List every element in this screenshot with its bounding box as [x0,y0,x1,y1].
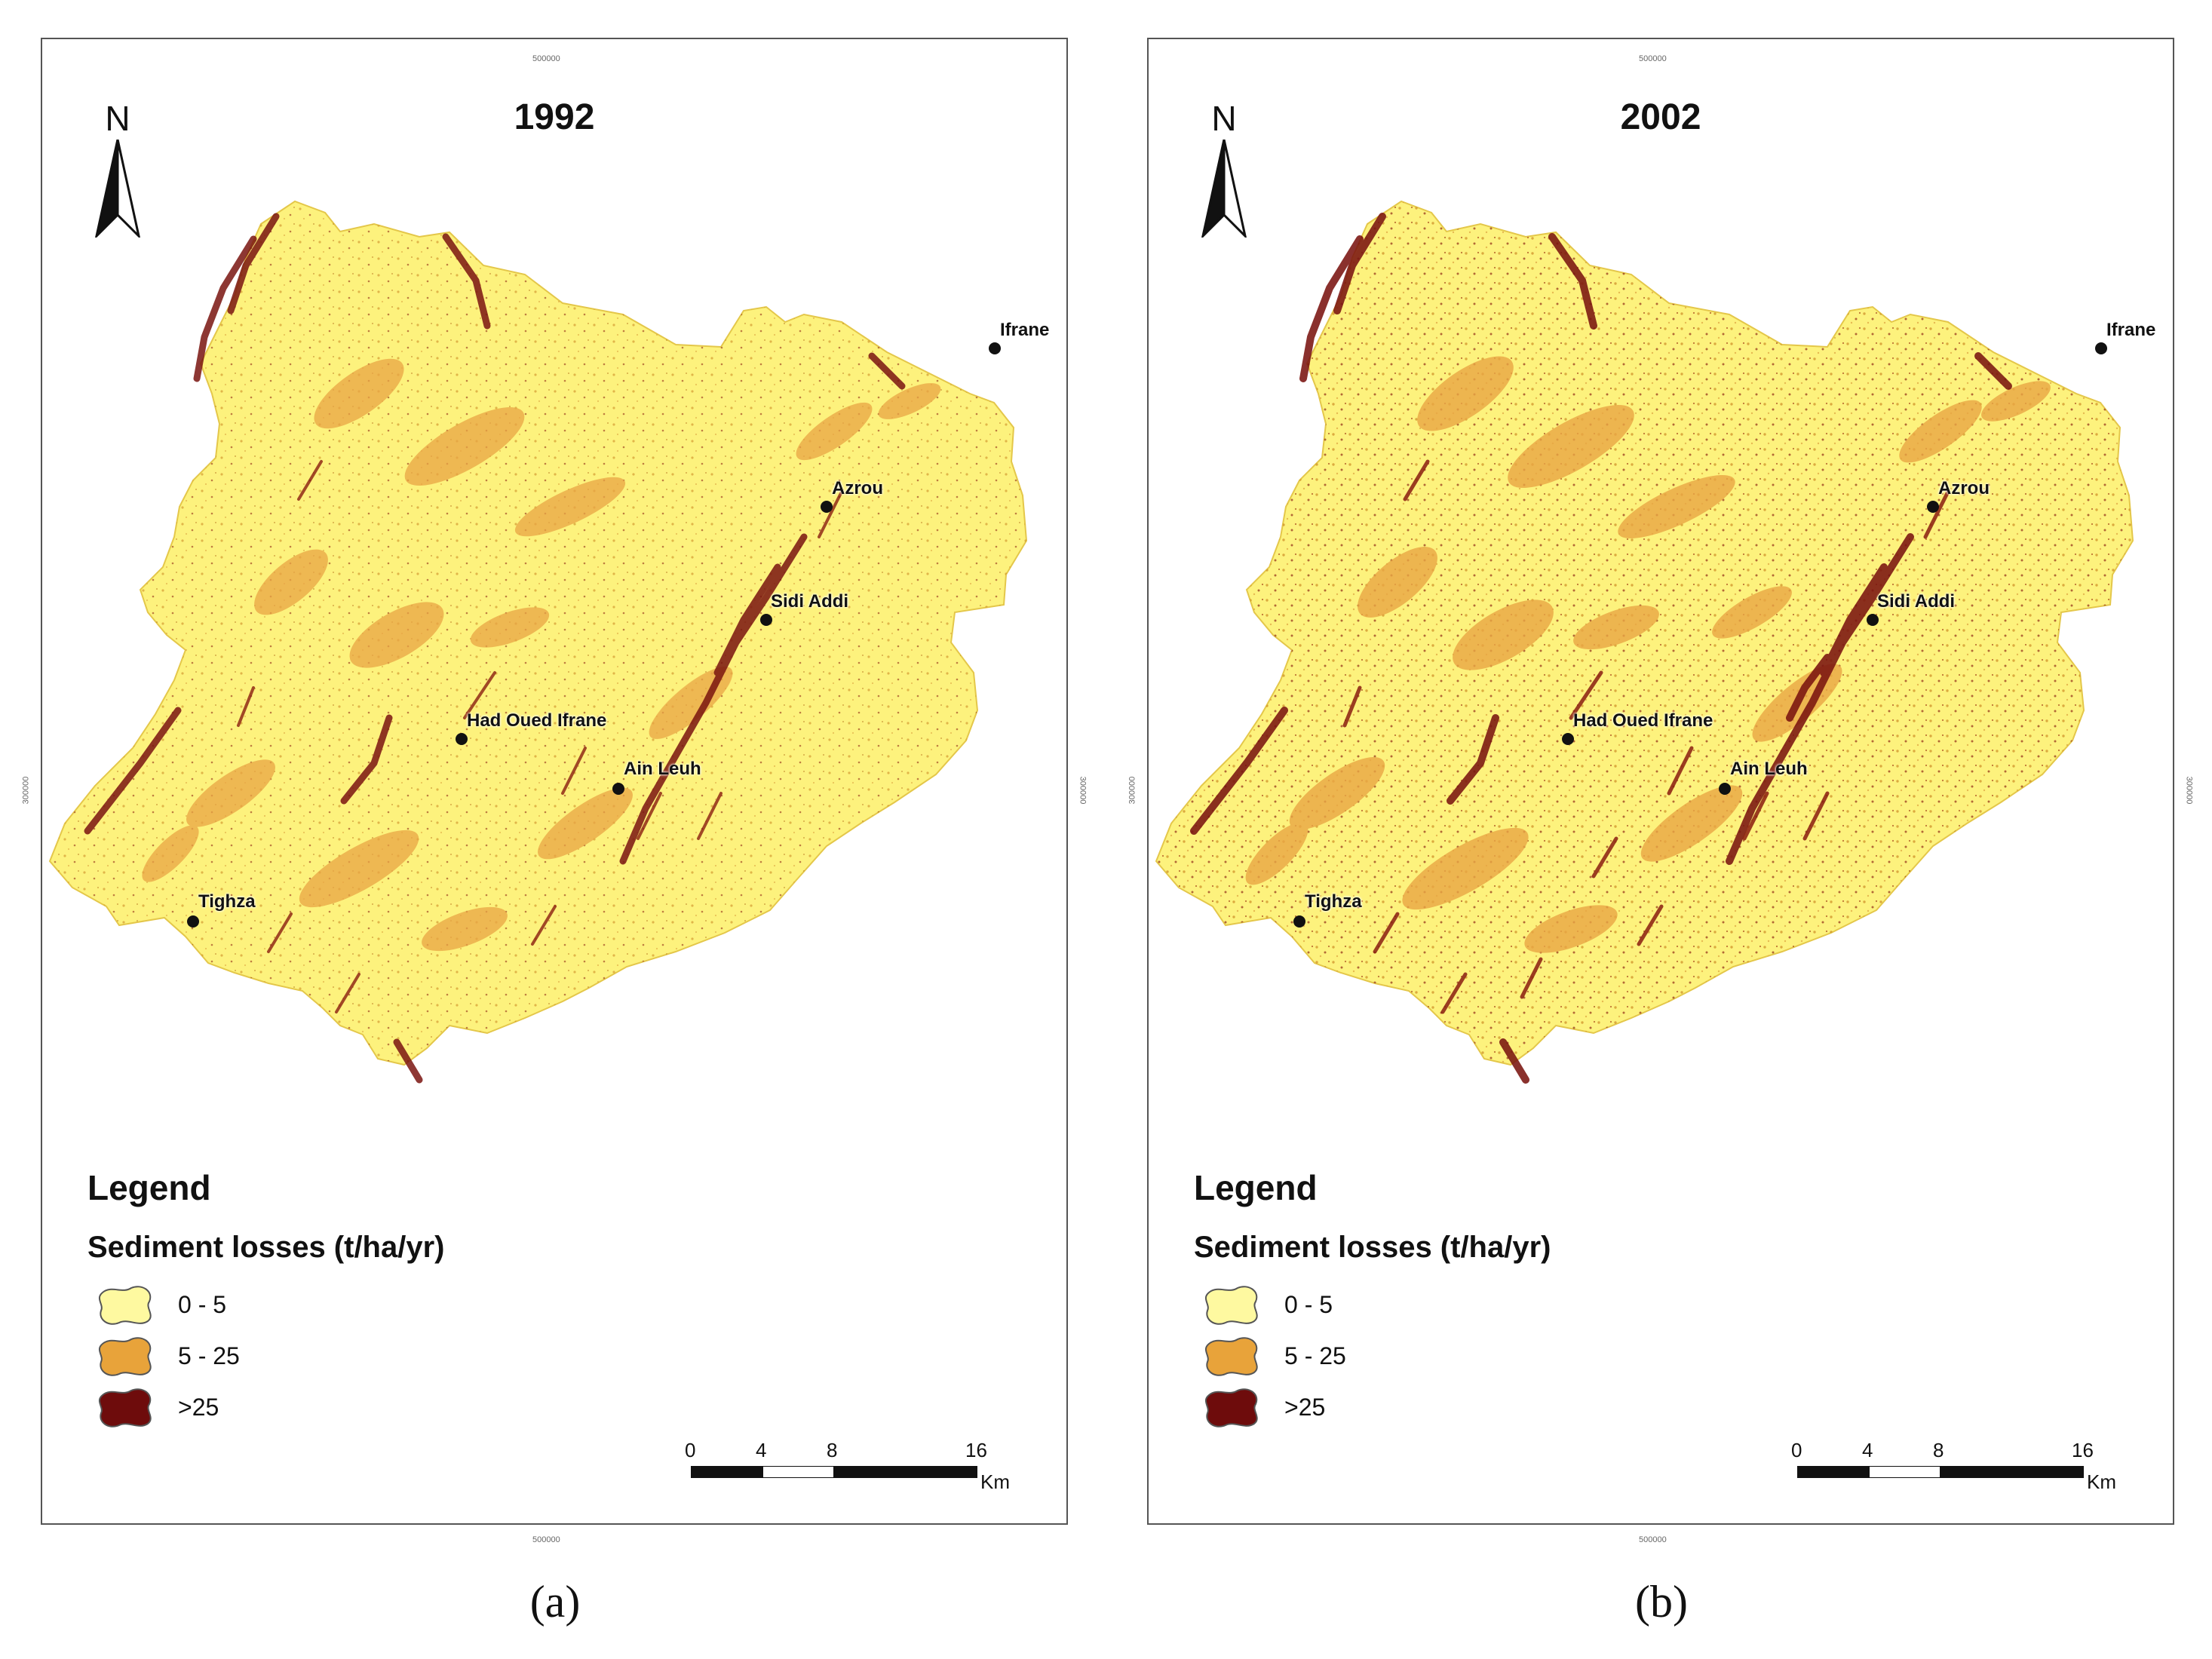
scale-tick-4: 4 [756,1439,767,1461]
city-markers [187,342,1001,928]
sediment-loss-map [1155,200,2134,1084]
city-markers [1293,342,2107,928]
coord-label-right: 300000 [1078,776,1088,805]
city-marker [760,614,772,626]
legend-swatch-high [1205,1388,1258,1427]
high-loss-zones [1190,213,2012,1084]
legend-heading: Legend [1194,1168,1318,1207]
city-marker [1719,783,1731,795]
scale-bar: 0 4 8 16 Km [685,1439,1010,1507]
legend-subtitle: Sediment losses (t/ha/yr) [1194,1231,1551,1264]
city-marker [2095,342,2107,354]
coord-label-bottom: 500000 [532,1535,560,1544]
scale-unit: Km [2087,1470,2116,1493]
scale-tick-4: 4 [1862,1439,1873,1461]
scale-tick-0: 0 [685,1439,696,1461]
legend-swatch-moderate [1205,1337,1258,1376]
map-frame: 500000 500000 300000 300000 2002 N [1127,38,2194,1544]
legend-label-moderate: 5 - 25 [178,1342,240,1369]
legend-swatch-low [99,1286,152,1325]
city-label-had-oued-ifrane: Had Oued Ifrane [1573,710,1713,731]
city-marker [989,342,1001,354]
north-label: N [105,99,130,138]
map-frame: 500000 500000 300000 300000 1992 N [21,38,1088,1544]
scale-bar: 0 4 8 16 Km [1791,1439,2116,1507]
north-label: N [1211,99,1237,138]
legend-swatch-high [99,1388,152,1427]
legend-label-low: 0 - 5 [1284,1291,1333,1318]
legend-swatch-moderate [99,1337,152,1376]
scale-bar-segments [1797,1466,2084,1478]
scale-tick-0: 0 [1791,1439,1802,1461]
legend-label-moderate: 5 - 25 [1284,1342,1346,1369]
city-marker [1867,614,1879,626]
city-label-ifrane: Ifrane [1000,320,1050,340]
city-label-azrou: Azrou [1938,478,1990,498]
legend-label-high: >25 [1284,1394,1326,1421]
map-panel-1992: 500000 500000 300000 300000 1992 N [21,38,1088,1627]
north-arrow-icon [1201,140,1247,238]
panel-caption: (a) [529,1577,581,1627]
city-label-sidi-addi: Sidi Addi [771,591,849,612]
scale-tick-16: 16 [965,1439,987,1461]
city-label-ain-leuh: Ain Leuh [624,759,701,779]
city-label-ifrane: Ifrane [2106,320,2156,340]
coord-label-bottom: 500000 [1639,1535,1667,1544]
city-label-had-oued-ifrane: Had Oued Ifrane [467,710,607,731]
coord-label-left: 300000 [1127,776,1137,805]
legend-heading: Legend [87,1168,211,1207]
moderate-loss-zones [142,358,941,952]
north-arrow-icon [95,140,140,238]
city-label-ain-leuh: Ain Leuh [1730,759,1808,779]
scale-tick-16: 16 [2072,1439,2094,1461]
map-title: 1992 [514,97,595,137]
high-loss-fragments [237,460,843,1013]
north-arrow: N [1190,98,1258,241]
high-loss-zones [84,213,906,1084]
city-label-azrou: Azrou [832,478,883,498]
city-label-sidi-addi: Sidi Addi [1877,591,1956,612]
coord-label-left: 300000 [21,776,31,805]
scale-tick-8: 8 [1933,1439,1944,1461]
city-marker [456,733,468,745]
coord-label-right: 300000 [2184,776,2194,805]
city-marker [821,501,833,513]
north-arrow: N [84,98,152,241]
map-title: 2002 [1620,97,1701,137]
sediment-loss-map [48,200,1028,1084]
legend-label-low: 0 - 5 [178,1291,227,1318]
city-marker [1562,733,1574,745]
coord-label-top: 500000 [1639,54,1667,63]
scale-unit: Km [980,1470,1010,1493]
legend-subtitle: Sediment losses (t/ha/yr) [87,1231,445,1264]
scale-tick-8: 8 [827,1439,838,1461]
city-label-tighza: Tighza [1305,891,1362,912]
panel-caption: (b) [1635,1577,1688,1627]
city-marker [187,915,199,928]
city-marker [612,783,624,795]
legend-swatch-low [1205,1286,1258,1325]
city-marker [1927,501,1939,513]
coord-label-top: 500000 [532,54,560,63]
city-marker [1293,915,1305,928]
high-loss-fragments [1342,459,1950,1014]
scale-bar-segments [691,1466,977,1478]
map-panel-2002: 500000 500000 300000 300000 2002 N [1106,0,2212,1659]
legend-label-high: >25 [178,1394,219,1421]
city-label-tighza: Tighza [198,891,256,912]
